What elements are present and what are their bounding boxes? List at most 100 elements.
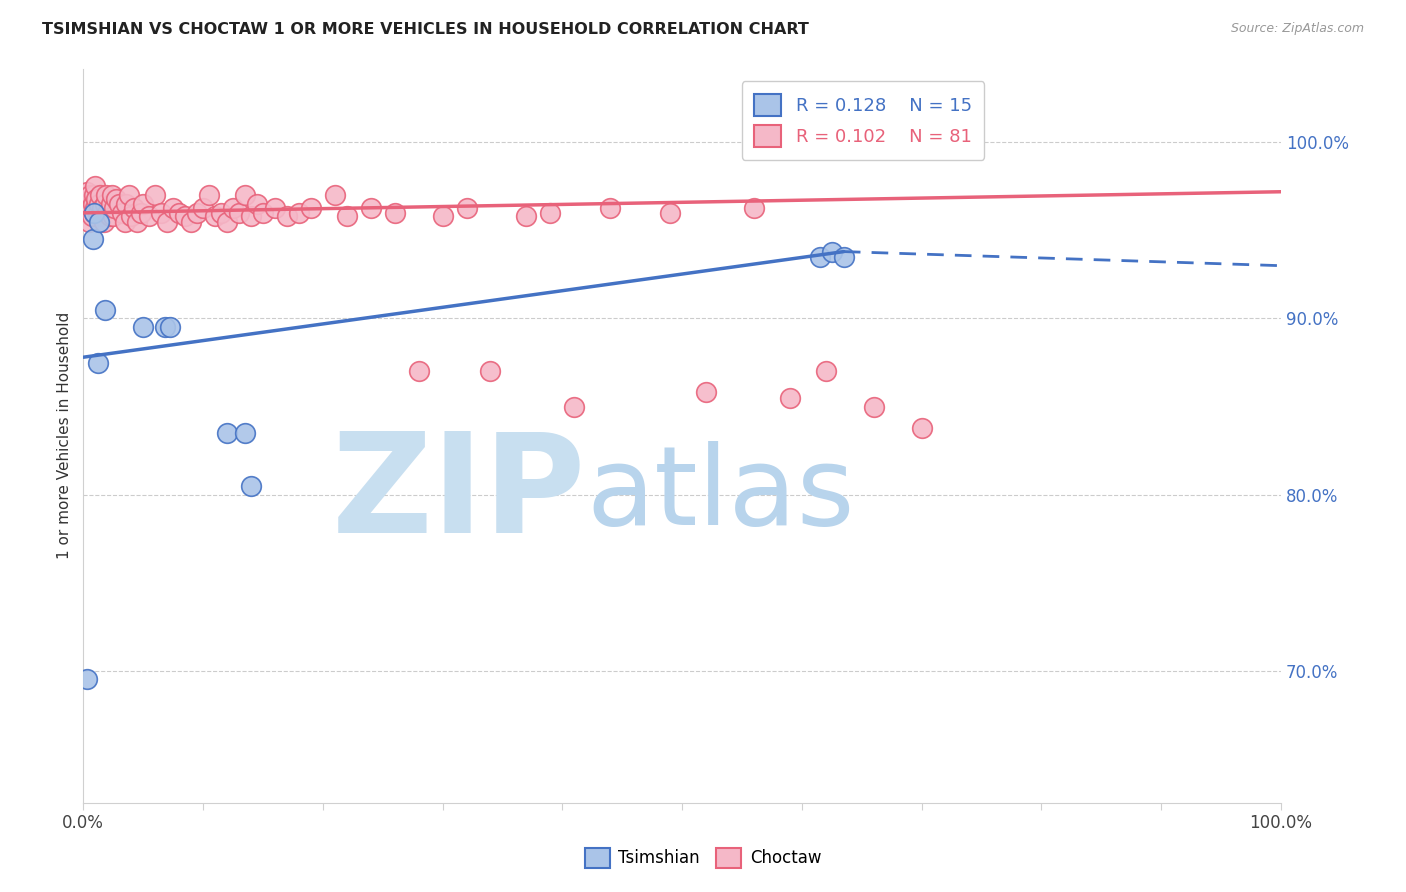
Point xyxy=(79,188,101,202)
Text: atlas: atlas xyxy=(586,441,855,548)
Point xyxy=(186,206,208,220)
Point xyxy=(79,201,101,215)
Point xyxy=(156,215,179,229)
Point xyxy=(91,201,114,215)
Point xyxy=(456,201,478,215)
Point xyxy=(360,201,382,215)
Point xyxy=(101,188,124,202)
Point xyxy=(299,201,322,215)
Point xyxy=(162,201,184,215)
Point xyxy=(90,210,112,224)
Point xyxy=(384,206,406,220)
Point xyxy=(87,215,110,229)
Point xyxy=(103,210,125,224)
Point xyxy=(83,206,105,220)
Point xyxy=(288,206,311,220)
Point xyxy=(252,206,274,220)
Point xyxy=(150,206,173,220)
Text: ZIP: ZIP xyxy=(332,426,586,562)
Point xyxy=(159,320,181,334)
Point xyxy=(94,302,117,317)
Point xyxy=(143,188,166,202)
Point xyxy=(779,391,801,405)
Point xyxy=(215,215,238,229)
Point xyxy=(122,201,145,215)
Point xyxy=(87,197,110,211)
Point xyxy=(832,250,855,264)
Point xyxy=(127,215,149,229)
Legend: Tsimshian, Choctaw: Tsimshian, Choctaw xyxy=(578,841,828,875)
Point xyxy=(93,215,115,229)
Text: Source: ZipAtlas.com: Source: ZipAtlas.com xyxy=(1230,22,1364,36)
Point xyxy=(76,185,98,199)
Point xyxy=(814,364,837,378)
Point xyxy=(86,192,108,206)
Point xyxy=(129,206,152,220)
Point xyxy=(276,210,298,224)
Point xyxy=(132,320,155,334)
Point xyxy=(84,201,107,215)
Point xyxy=(80,210,103,224)
Point xyxy=(911,420,934,434)
Point xyxy=(432,210,454,224)
Point xyxy=(94,197,117,211)
Point xyxy=(695,385,717,400)
Point xyxy=(103,201,125,215)
Point xyxy=(862,400,884,414)
Point xyxy=(83,206,105,220)
Point xyxy=(264,201,287,215)
Point xyxy=(96,206,118,220)
Point xyxy=(515,210,537,224)
Point xyxy=(599,201,621,215)
Point xyxy=(562,400,585,414)
Point xyxy=(246,197,269,211)
Point xyxy=(84,179,107,194)
Point xyxy=(77,206,100,220)
Point xyxy=(167,206,190,220)
Point xyxy=(228,206,250,220)
Point xyxy=(233,425,256,440)
Point xyxy=(408,364,430,378)
Point xyxy=(215,425,238,440)
Point xyxy=(75,197,97,211)
Point xyxy=(153,320,176,334)
Point xyxy=(209,206,232,220)
Point xyxy=(82,197,104,211)
Point xyxy=(233,188,256,202)
Point xyxy=(180,215,202,229)
Point xyxy=(108,197,131,211)
Point xyxy=(174,210,197,224)
Point xyxy=(808,250,831,264)
Point xyxy=(538,206,561,220)
Point xyxy=(138,210,160,224)
Point xyxy=(115,197,138,211)
Point xyxy=(132,197,155,211)
Point xyxy=(114,215,136,229)
Point xyxy=(100,197,122,211)
Point xyxy=(191,201,214,215)
Point xyxy=(198,188,221,202)
Point xyxy=(239,210,262,224)
Point xyxy=(76,673,98,687)
Point xyxy=(336,210,359,224)
Point xyxy=(98,210,121,224)
Point xyxy=(239,479,262,493)
Point xyxy=(83,188,105,202)
Y-axis label: 1 or more Vehicles in Household: 1 or more Vehicles in Household xyxy=(58,312,72,559)
Point xyxy=(82,232,104,246)
Point xyxy=(204,210,226,224)
Point xyxy=(94,188,117,202)
Point xyxy=(89,188,111,202)
Point xyxy=(821,244,844,259)
Point xyxy=(104,192,127,206)
Point xyxy=(742,201,765,215)
Legend: R = 0.128    N = 15, R = 0.102    N = 81: R = 0.128 N = 15, R = 0.102 N = 81 xyxy=(741,81,984,160)
Point xyxy=(120,210,142,224)
Point xyxy=(86,206,108,220)
Point xyxy=(86,355,108,369)
Point xyxy=(323,188,346,202)
Text: TSIMSHIAN VS CHOCTAW 1 OR MORE VEHICLES IN HOUSEHOLD CORRELATION CHART: TSIMSHIAN VS CHOCTAW 1 OR MORE VEHICLES … xyxy=(42,22,808,37)
Point xyxy=(222,201,245,215)
Point xyxy=(77,215,100,229)
Point xyxy=(110,206,132,220)
